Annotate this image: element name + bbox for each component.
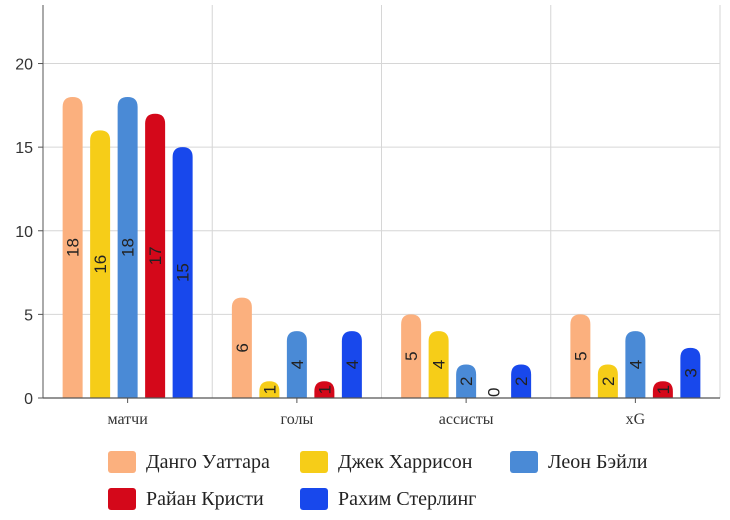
legend-item: Райан Кристи — [108, 484, 264, 514]
legend-swatch — [108, 451, 136, 473]
y-tick-label: 10 — [15, 224, 33, 241]
bar-value-label: 1 — [315, 385, 334, 394]
bar — [314, 381, 335, 398]
legend-swatch — [300, 488, 328, 510]
legend-swatch — [510, 451, 538, 473]
bar-value-label: 4 — [343, 360, 362, 369]
bar-value-label: 5 — [571, 351, 590, 360]
bar — [570, 314, 591, 398]
legend-label: Джек Харрисон — [338, 450, 473, 473]
bar — [341, 331, 362, 398]
y-tick-label: 0 — [24, 391, 33, 408]
bar-value-label: 16 — [91, 255, 110, 274]
legend-label: Рахим Стерлинг — [338, 487, 477, 510]
bars — [62, 96, 701, 399]
legend-label: Данго Уаттара — [146, 450, 270, 473]
bar — [90, 130, 111, 398]
bar-value-label: 2 — [457, 377, 476, 386]
bar — [625, 331, 646, 398]
legend-swatch — [300, 451, 328, 473]
bar-value-label: 2 — [512, 377, 531, 386]
legend-label: Леон Бэйли — [548, 450, 648, 473]
bar-value-label: 3 — [681, 368, 700, 377]
y-tick-label: 20 — [15, 57, 33, 74]
bar-value-label: 2 — [599, 377, 618, 386]
bar — [401, 314, 422, 398]
bar-value-label: 0 — [485, 388, 504, 397]
bar-value-label: 18 — [119, 238, 138, 257]
x-category-label: ассисты — [439, 411, 494, 428]
bar — [652, 381, 673, 398]
bar — [511, 364, 532, 398]
legend-label: Райан Кристи — [146, 487, 264, 510]
bar — [231, 297, 252, 398]
bar — [172, 147, 193, 398]
x-category-label: голы — [281, 411, 314, 428]
bar — [259, 381, 280, 398]
legend-item: Леон Бэйли — [510, 447, 647, 477]
x-category-label: матчи — [107, 411, 148, 428]
bar — [145, 113, 166, 399]
bar-value-label: 6 — [233, 343, 252, 352]
bar-value-label: 4 — [430, 360, 449, 369]
y-tick-label: 5 — [24, 307, 33, 324]
y-tick-label: 15 — [15, 140, 33, 157]
legend-item: Джек Харрисон — [300, 447, 472, 477]
legend-item: Данго Уаттара — [108, 447, 270, 477]
bar — [597, 364, 618, 398]
x-category-label: xG — [626, 411, 646, 428]
grid — [38, 5, 721, 403]
bar-value-label: 1 — [654, 385, 673, 394]
bar — [428, 331, 449, 398]
bar-value-label: 4 — [626, 360, 645, 369]
bar-value-label: 15 — [174, 263, 193, 282]
bar-value-label: 5 — [402, 351, 421, 360]
bar — [456, 364, 477, 398]
bar — [62, 96, 83, 398]
bar — [117, 96, 138, 398]
bar-value-label: 17 — [146, 246, 165, 265]
bar-value-label: 4 — [288, 360, 307, 369]
bar-value-label: 1 — [260, 385, 279, 394]
bar — [680, 347, 701, 398]
bar-value-label: 18 — [64, 238, 83, 257]
bar — [286, 331, 307, 398]
legend-swatch — [108, 488, 136, 510]
legend: Данго Уаттара Джек Харрисон Леон Бэйли Райа… — [0, 440, 730, 520]
legend-item: Рахим Стерлинг — [300, 484, 476, 514]
